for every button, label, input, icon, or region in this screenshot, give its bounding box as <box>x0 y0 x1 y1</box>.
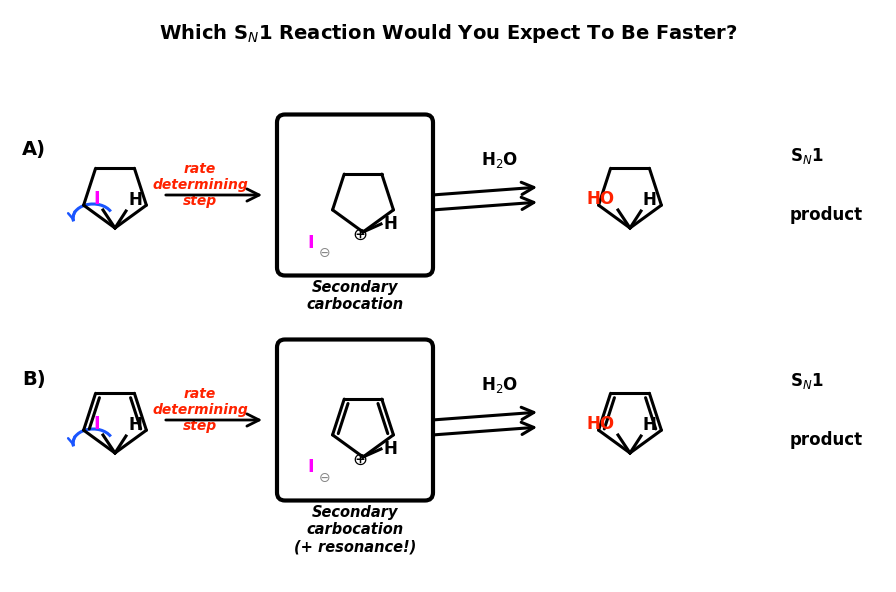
FancyBboxPatch shape <box>277 339 433 500</box>
Text: Secondary
carbocation
(+ resonance!): Secondary carbocation (+ resonance!) <box>294 504 416 554</box>
Text: HO: HO <box>587 415 615 433</box>
Text: A): A) <box>22 140 46 159</box>
Text: ⊖: ⊖ <box>319 246 331 259</box>
Text: ⊕: ⊕ <box>352 226 367 244</box>
Text: B): B) <box>22 370 46 389</box>
Text: H: H <box>643 191 657 209</box>
Text: H: H <box>383 215 397 233</box>
Text: ⊖: ⊖ <box>319 471 331 484</box>
Text: H$_2$O: H$_2$O <box>481 150 519 170</box>
Text: H: H <box>128 191 142 209</box>
Text: H: H <box>383 440 397 458</box>
Text: S$_N$1

product: S$_N$1 product <box>790 146 863 224</box>
Text: I: I <box>93 415 100 433</box>
Text: HO: HO <box>587 190 615 208</box>
Text: I: I <box>307 233 314 252</box>
Text: ⊕: ⊕ <box>352 451 367 469</box>
Text: H$_2$O: H$_2$O <box>481 375 519 395</box>
Text: I: I <box>93 190 100 208</box>
Text: rate
determining
step: rate determining step <box>152 162 248 208</box>
Text: Which S$_N$1 Reaction Would You Expect To Be Faster?: Which S$_N$1 Reaction Would You Expect T… <box>159 22 737 45</box>
FancyBboxPatch shape <box>277 114 433 275</box>
Text: H: H <box>128 416 142 434</box>
Text: rate
determining
step: rate determining step <box>152 387 248 433</box>
Text: Secondary
carbocation: Secondary carbocation <box>306 279 403 312</box>
Text: I: I <box>307 458 314 477</box>
Text: S$_N$1

product: S$_N$1 product <box>790 371 863 449</box>
Text: H: H <box>643 416 657 434</box>
